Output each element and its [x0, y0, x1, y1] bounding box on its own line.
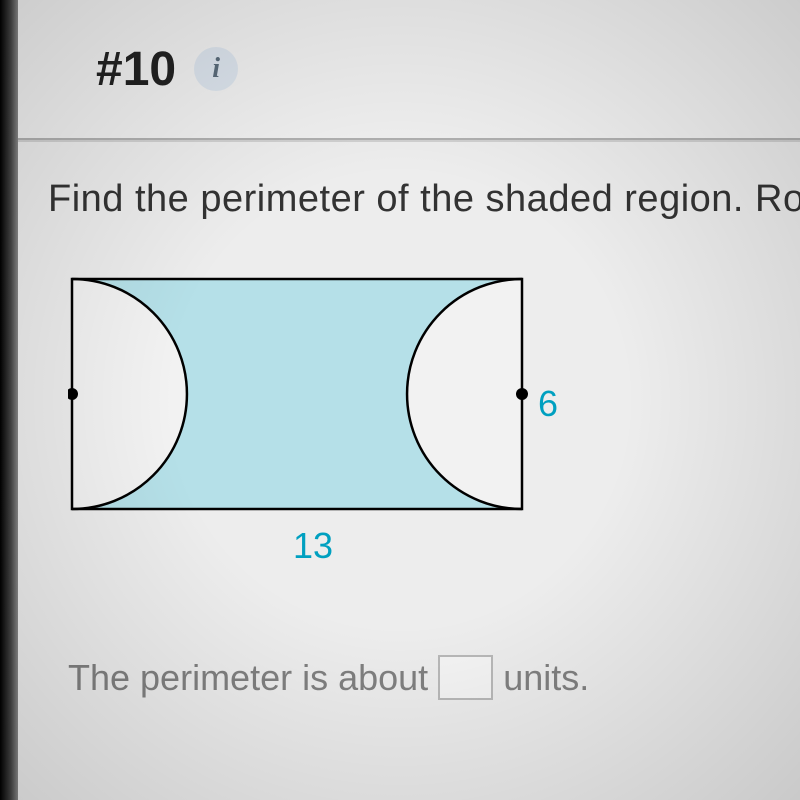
- answer-prefix: The perimeter is about: [68, 657, 428, 699]
- question-text: Find the perimeter of the shaded region.…: [48, 178, 800, 221]
- info-icon[interactable]: i: [194, 47, 238, 91]
- dimension-label-width: 13: [293, 525, 333, 567]
- question-number: #10: [96, 42, 176, 97]
- answer-input[interactable]: [438, 655, 493, 700]
- question-header: #10 i: [18, 0, 800, 140]
- device-bezel: [0, 0, 18, 800]
- dimension-label-height: 6: [538, 383, 558, 425]
- figure-svg: [68, 275, 538, 525]
- answer-sentence: The perimeter is about units.: [68, 655, 800, 700]
- content-area: Find the perimeter of the shaded region.…: [18, 142, 800, 800]
- answer-suffix: units.: [503, 657, 589, 699]
- geometry-figure: 6 13: [68, 275, 568, 555]
